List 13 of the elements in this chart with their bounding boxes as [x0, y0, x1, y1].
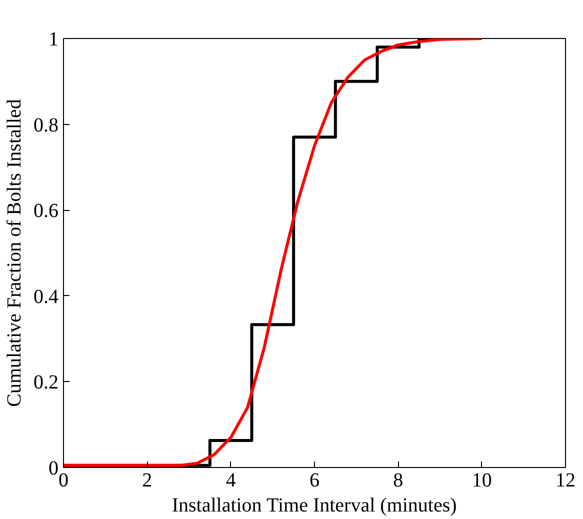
y-tick-label: 0.4	[34, 286, 58, 308]
x-tick-label: 12	[556, 470, 576, 492]
y-tick-label: 1	[48, 28, 58, 50]
x-tick-label: 2	[142, 470, 152, 492]
y-tick-label: 0.2	[34, 372, 58, 394]
x-tick-label: 10	[472, 470, 492, 492]
y-axis-title: Cumulative Fraction of Bolts Installed	[4, 99, 26, 407]
x-tick-label: 4	[226, 470, 236, 492]
x-tick-label: 8	[393, 470, 404, 492]
x-tick-label: 6	[310, 470, 320, 492]
y-tick-label: 0.6	[34, 200, 58, 222]
x-axis-title: Installation Time Interval (minutes)	[172, 494, 457, 516]
y-tick-label: 0.8	[34, 114, 58, 136]
